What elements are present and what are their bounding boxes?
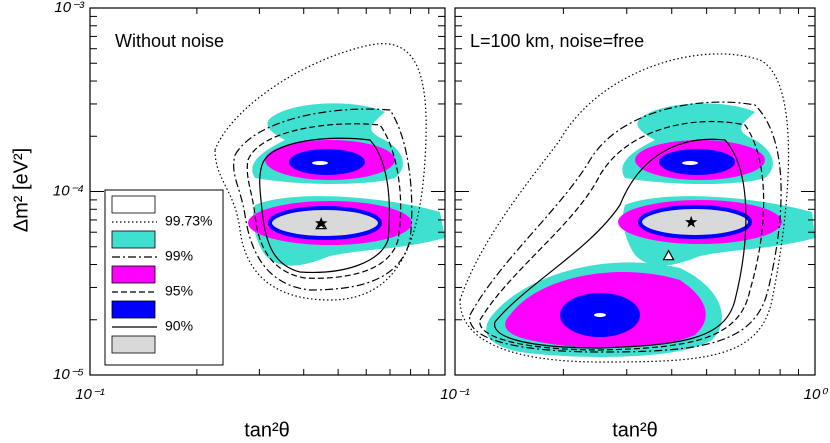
y-tick-label: 10⁻³ — [54, 0, 85, 16]
legend: 99.73% 99% 95% 90% — [104, 189, 224, 366]
legend-swatch — [111, 230, 156, 249]
annotation: L=100 km, noise=free — [470, 31, 644, 51]
star-marker — [685, 215, 698, 228]
star-marker — [315, 216, 328, 229]
contours-right — [459, 53, 815, 363]
panel-frame — [454, 7, 816, 376]
y-tick-label: 10⁻⁴ — [53, 182, 84, 199]
legend-label: 99% — [165, 248, 193, 264]
triangle-marker — [662, 249, 675, 261]
panel-frame — [89, 7, 446, 376]
x-tick-label: 10⁻¹ — [75, 386, 105, 403]
x-tick-label: 10⁻¹ — [440, 386, 470, 403]
legend-label: 99.73% — [165, 213, 212, 229]
legend-swatch — [111, 195, 156, 214]
legend-swatch — [111, 335, 156, 354]
legend-label: 90% — [165, 318, 193, 334]
y-axis-label: Δm² [eV²] — [10, 148, 32, 232]
contours-left — [214, 43, 445, 301]
legend-swatch — [111, 300, 156, 319]
annotation: Without noise — [115, 31, 224, 51]
x-axis-label: tan²θ — [612, 419, 658, 441]
x-tick-label: 10⁰ — [804, 386, 829, 403]
x-axis-label: tan²θ — [244, 419, 290, 441]
y-tick-label: 10⁻⁵ — [53, 366, 84, 383]
legend-label: 95% — [165, 283, 193, 299]
legend-swatch — [111, 265, 156, 284]
